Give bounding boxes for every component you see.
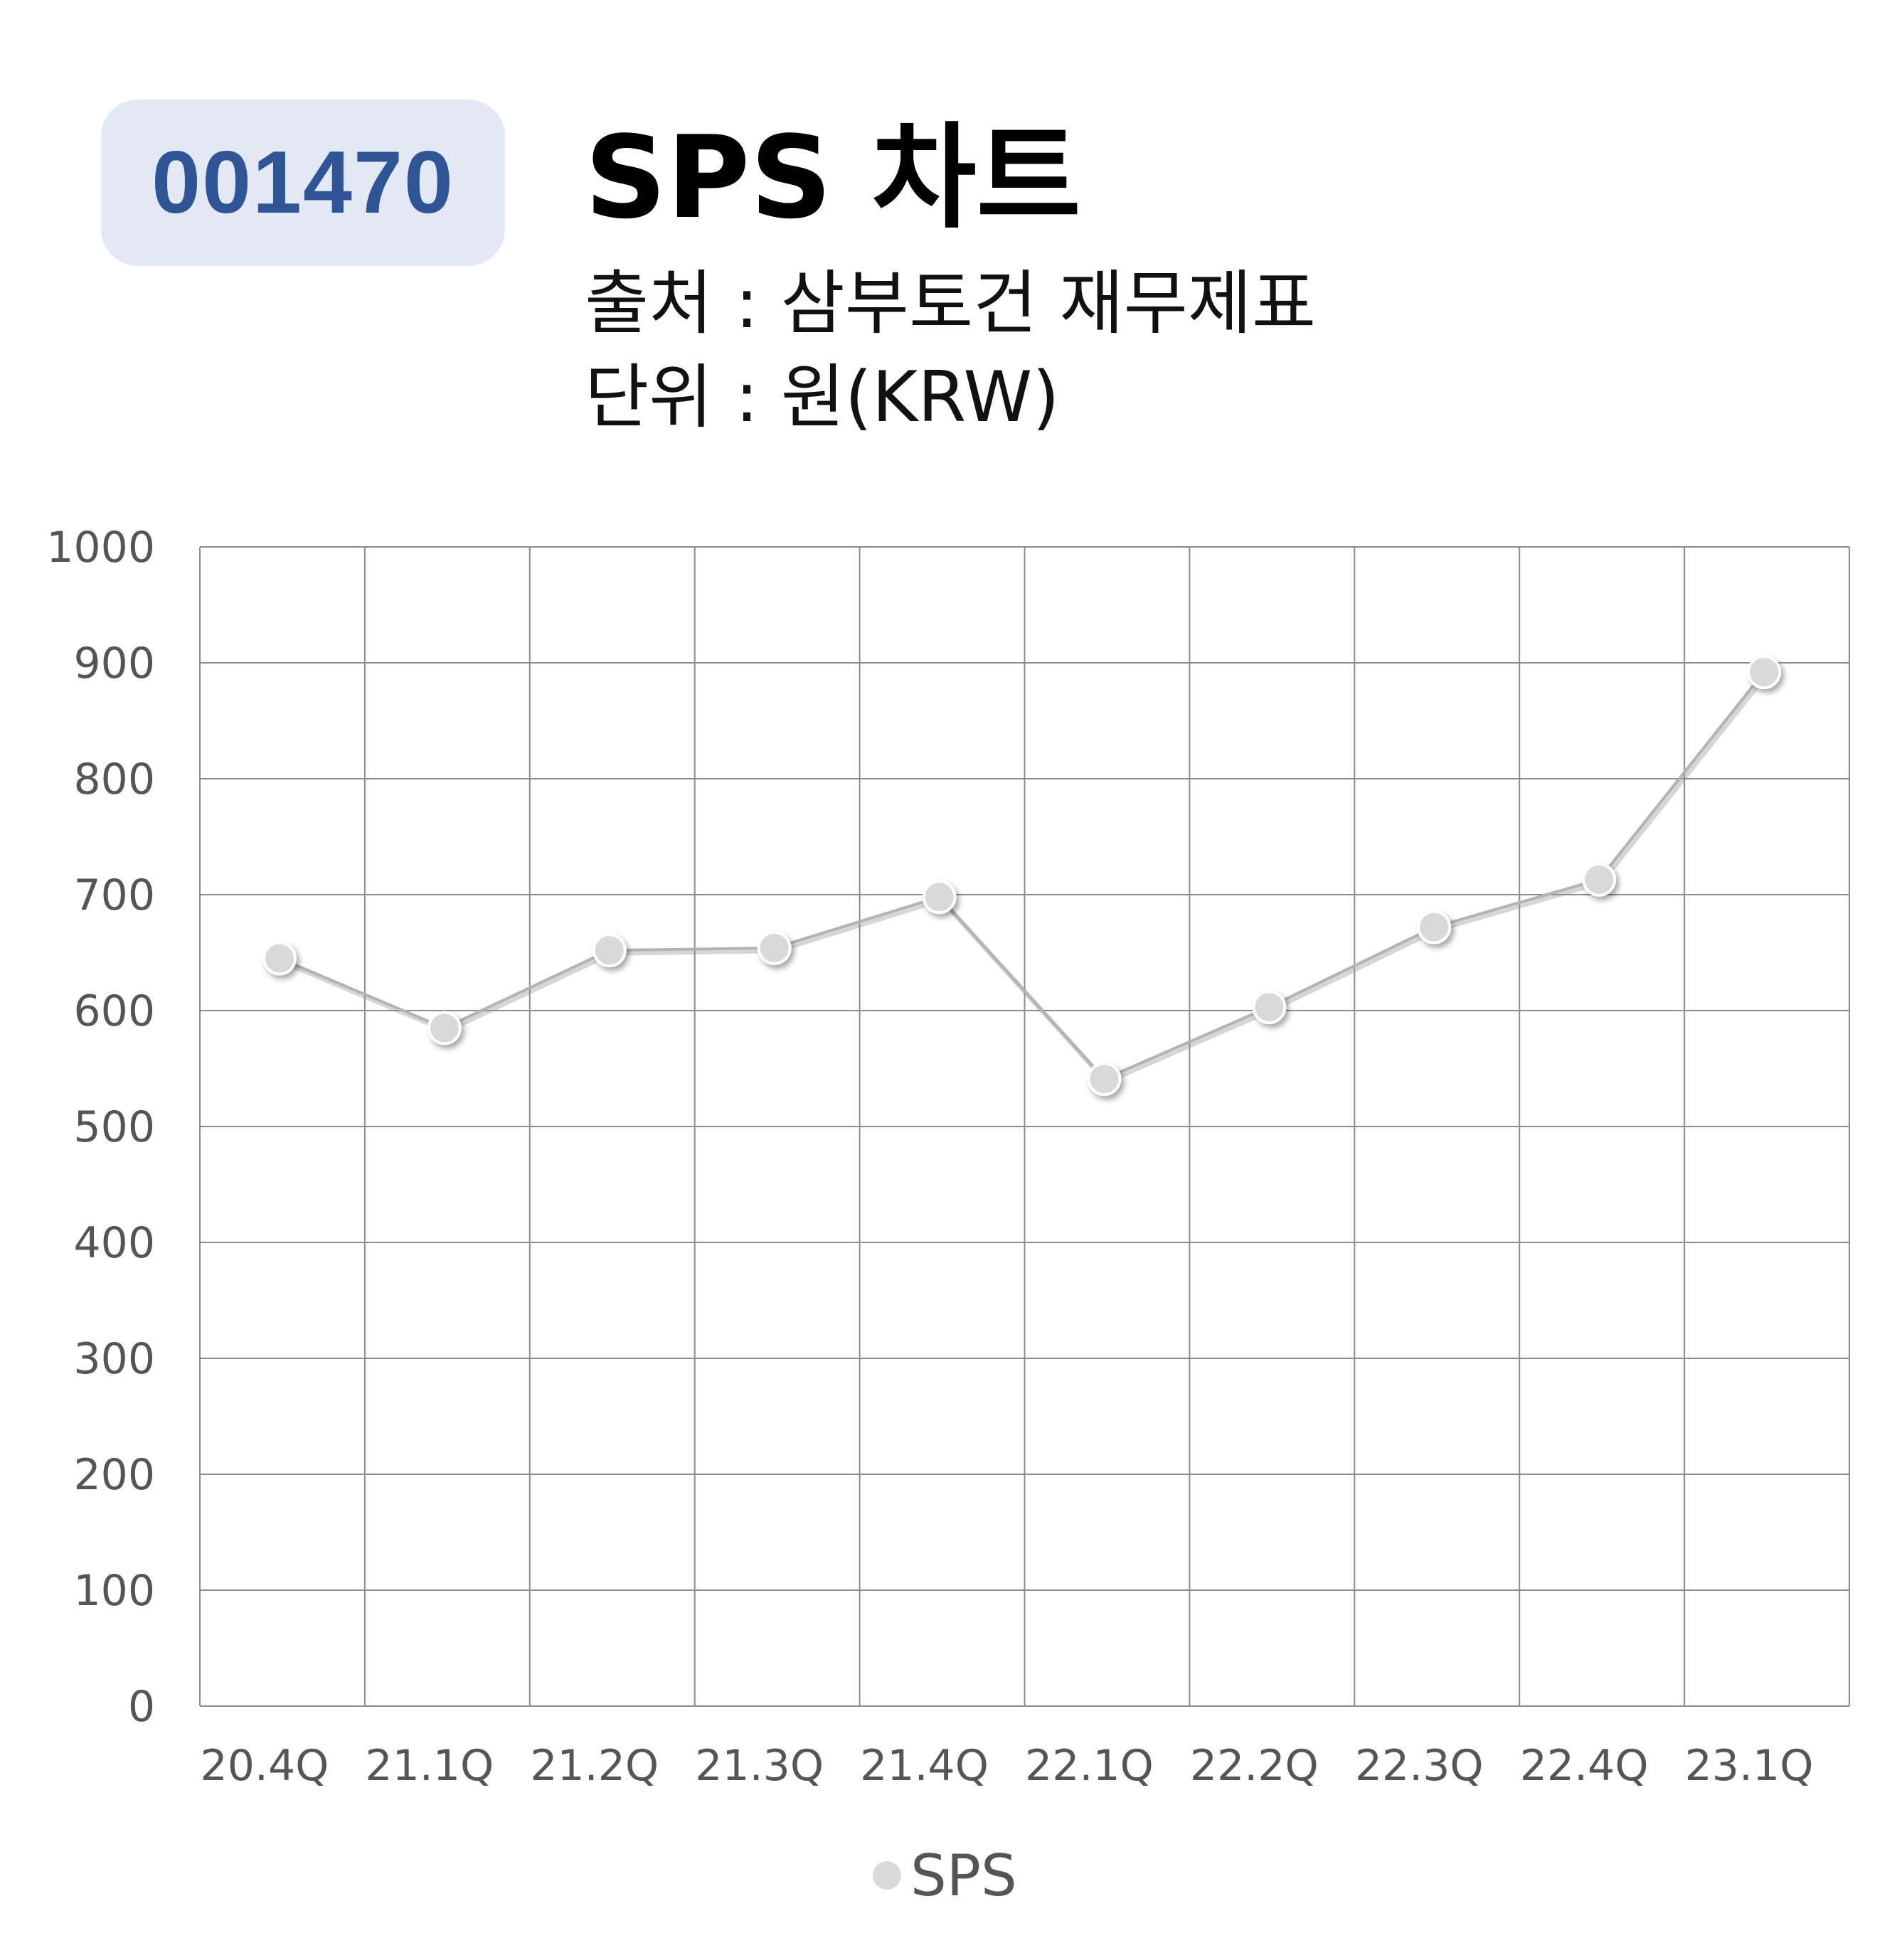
sps-series [262,655,1782,1097]
x-tick-label: 21.1Q [365,1741,494,1791]
x-tick-label: 22.3Q [1355,1741,1484,1791]
data-point [1087,1062,1122,1097]
stock-code: 001470 [152,134,455,232]
chart-title: SPS 차트 [585,111,1081,244]
x-tick-label: 21.4Q [860,1741,989,1791]
y-tick-label: 600 [73,986,155,1036]
y-tick-label: 700 [73,870,155,920]
x-tick-label: 22.1Q [1025,1741,1154,1791]
x-tick-label: 22.4Q [1520,1741,1649,1791]
legend-marker-sps [873,1861,901,1890]
x-tick-label: 21.3Q [695,1741,824,1791]
y-tick-label: 900 [73,639,155,688]
y-tick-label: 0 [128,1682,155,1732]
legend: SPS [873,1843,1017,1909]
y-tick-label: 200 [73,1450,155,1500]
data-point [922,880,957,915]
y-tick-label: 1000 [46,523,155,572]
data-point [757,930,792,965]
x-tick-label: 23.1Q [1685,1741,1814,1791]
source-label: 출처 : 삼부토건 재무제표 [585,263,1317,344]
y-tick-label: 800 [73,755,155,804]
stock-code-badge: 001470 [101,100,505,266]
x-tick-label: 21.2Q [530,1741,659,1791]
data-point [1747,655,1782,690]
data-point [1252,990,1287,1025]
y-tick-label: 300 [73,1334,155,1384]
y-tick-label: 500 [73,1102,155,1152]
y-axis-ticks: 0 100 200 300 400 500 600 700 800 900 1000 [46,523,155,1732]
y-tick-label: 100 [73,1566,155,1616]
x-tick-label: 20.4Q [201,1741,329,1791]
data-point [592,933,627,968]
data-point [427,1011,462,1045]
y-tick-label: 400 [73,1218,155,1268]
data-point [1582,862,1617,897]
series-line [279,671,1765,1081]
unit-label: 단위 : 원(KRW) [585,357,1060,438]
x-tick-label: 22.2Q [1190,1741,1319,1791]
legend-label-sps: SPS [910,1843,1017,1909]
data-point [1417,910,1452,944]
plot-grid [199,546,1850,1707]
x-axis-ticks: 20.4Q 21.1Q 21.2Q 21.3Q 21.4Q 22.1Q 22.2Q 22.3Q… [201,1741,1814,1791]
data-point [262,941,297,976]
